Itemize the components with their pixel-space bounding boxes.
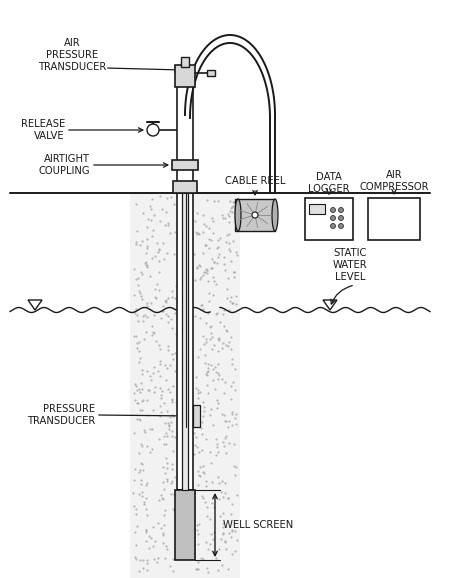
Text: DATA
LOGGER: DATA LOGGER bbox=[308, 172, 350, 194]
Text: AIR
PRESSURE
TRANSDUCER: AIR PRESSURE TRANSDUCER bbox=[38, 38, 106, 72]
Text: STATIC
WATER
LEVEL: STATIC WATER LEVEL bbox=[333, 247, 367, 283]
Bar bbox=[175, 490, 195, 560]
Ellipse shape bbox=[235, 199, 241, 231]
Bar bbox=[181, 57, 189, 67]
Circle shape bbox=[330, 208, 336, 213]
Bar bbox=[172, 160, 198, 170]
Bar bbox=[207, 70, 215, 76]
Bar bbox=[368, 198, 420, 240]
Text: PRESSURE
TRANSDUCER: PRESSURE TRANSDUCER bbox=[27, 404, 95, 426]
Circle shape bbox=[330, 224, 336, 228]
Bar bbox=[175, 65, 195, 87]
Circle shape bbox=[147, 124, 159, 136]
Circle shape bbox=[338, 208, 343, 213]
Text: AIRTIGHT
COUPLING: AIRTIGHT COUPLING bbox=[38, 154, 90, 176]
Bar bbox=[130, 193, 240, 578]
Text: WELL SCREEN: WELL SCREEN bbox=[223, 520, 293, 530]
Text: AIR
COMPRESSOR: AIR COMPRESSOR bbox=[359, 170, 429, 192]
Circle shape bbox=[338, 224, 343, 228]
Bar bbox=[235, 199, 275, 231]
Bar bbox=[177, 193, 193, 490]
Bar bbox=[182, 105, 188, 490]
Ellipse shape bbox=[272, 199, 278, 231]
Circle shape bbox=[252, 212, 258, 218]
Bar bbox=[305, 198, 353, 240]
Text: CABLE REEL: CABLE REEL bbox=[225, 176, 285, 186]
Bar bbox=[177, 85, 193, 193]
Circle shape bbox=[330, 216, 336, 220]
Circle shape bbox=[338, 216, 343, 220]
Bar bbox=[173, 181, 197, 193]
Text: RELEASE
VALVE: RELEASE VALVE bbox=[21, 119, 65, 141]
Bar bbox=[309, 204, 325, 214]
Bar bbox=[193, 405, 200, 427]
